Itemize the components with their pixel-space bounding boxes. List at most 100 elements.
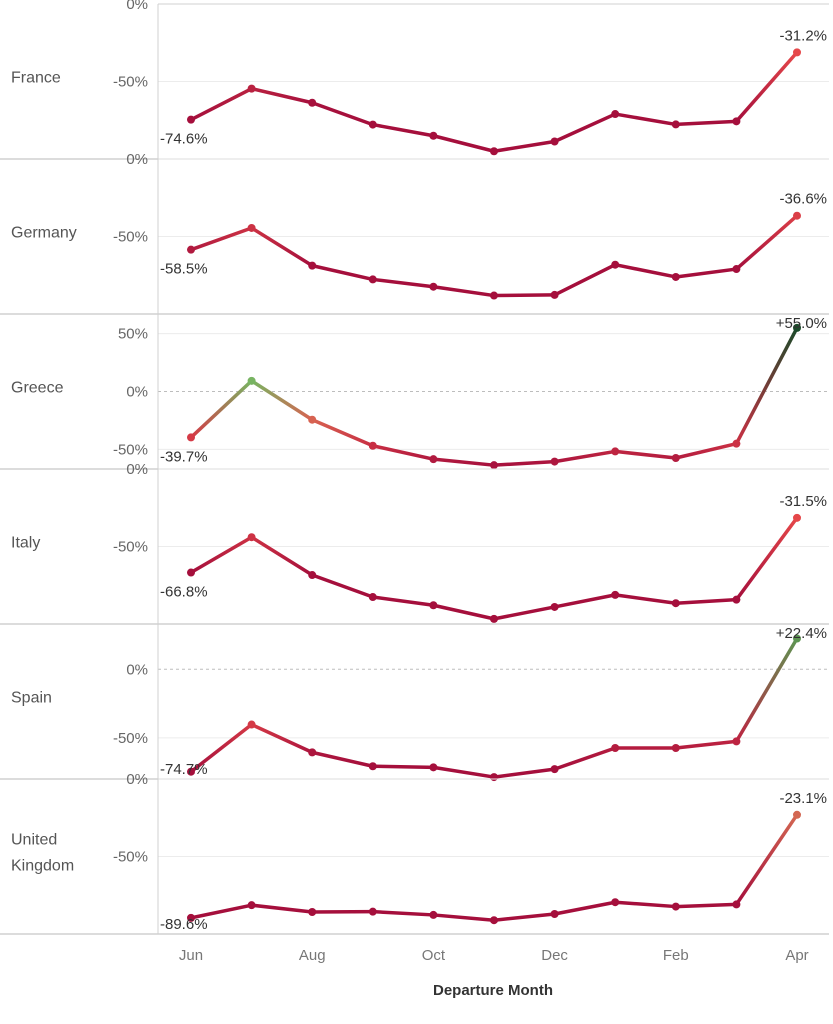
data-point (308, 907, 317, 916)
y-tick-label: 0% (126, 151, 148, 168)
series-line-segment (674, 441, 739, 460)
panel-france: 0% -50% France -74.6% -31.2% (0, 0, 829, 160)
data-point (793, 211, 801, 220)
series-line-segment (189, 903, 254, 920)
end-value-label: -23.1% (779, 790, 827, 807)
series-line-segment (734, 813, 799, 907)
data-point (429, 455, 438, 464)
series-line-segment (310, 750, 375, 768)
data-point (793, 810, 801, 819)
data-point (793, 634, 801, 643)
series-line-segment (189, 722, 254, 774)
x-tick-label: Oct (422, 947, 446, 964)
x-axis-title: Departure Month (433, 982, 553, 999)
series-line-segment (613, 112, 678, 127)
end-value-label: -36.6% (779, 191, 827, 208)
data-point (368, 120, 377, 129)
series-line-segment (371, 277, 436, 289)
series-line-segment (734, 636, 799, 744)
data-point (187, 767, 195, 776)
data-point (247, 533, 256, 542)
series-line-segment (249, 535, 314, 577)
data-point (368, 907, 377, 916)
data-point (732, 737, 741, 746)
series-line-segment (249, 226, 314, 268)
data-point (187, 115, 195, 124)
panel-germany: 0% -50% Germany -58.5% -36.6% (0, 151, 829, 315)
series-line-segment (492, 293, 557, 298)
series-line-segment (552, 449, 617, 464)
y-tick-label: 50% (118, 326, 148, 343)
y-tick-label: 0% (126, 0, 148, 13)
y-tick-label: 0% (126, 384, 148, 401)
series-line-segment (674, 902, 739, 909)
series-line-segment (431, 913, 496, 922)
data-point (490, 461, 498, 470)
series-line-segment (431, 603, 496, 621)
y-tick-label: -50% (113, 730, 148, 747)
y-tick-label: -50% (113, 539, 148, 556)
data-point (490, 773, 498, 782)
series-line-segment (674, 119, 739, 127)
series-line-segment (674, 267, 739, 279)
data-point (308, 98, 317, 107)
series-line-segment (310, 263, 375, 282)
series-line-segment (613, 449, 678, 460)
data-point (187, 245, 195, 254)
start-value-label: -39.7% (160, 448, 208, 465)
series-line-segment (613, 262, 678, 279)
series-line-segment (431, 765, 496, 779)
start-value-label: -89.6% (160, 916, 208, 933)
series-line-segment (552, 900, 617, 916)
country-label: Germany (11, 225, 77, 242)
data-point (368, 441, 377, 450)
series-line-segment (249, 86, 314, 105)
x-tick-label: Feb (663, 947, 689, 964)
country-label: Greece (11, 380, 64, 397)
data-point (308, 748, 317, 757)
series-line-segment (734, 326, 799, 446)
data-point (611, 447, 620, 456)
country-label: United (11, 832, 57, 849)
data-point (368, 275, 377, 284)
data-point (368, 762, 377, 771)
data-point (247, 376, 256, 385)
series-line-segment (431, 284, 496, 298)
series-line-segment (431, 134, 496, 153)
data-point (793, 323, 801, 332)
data-point (550, 910, 559, 919)
series-line-segment (371, 909, 436, 917)
series-line-segment (371, 444, 436, 461)
end-value-label: -31.2% (779, 27, 827, 44)
data-point (671, 120, 680, 129)
data-point (429, 763, 438, 772)
data-point (550, 457, 559, 466)
x-tick-label: Jun (179, 947, 203, 964)
series-line-segment (189, 226, 254, 252)
x-tick-label: Dec (541, 947, 568, 964)
data-point (611, 898, 620, 907)
x-tick-label: Apr (785, 947, 808, 964)
data-point (187, 433, 195, 442)
start-value-label: -66.8% (160, 584, 208, 601)
data-point (187, 913, 195, 922)
end-value-label: +22.4% (776, 625, 827, 642)
series-line-segment (189, 535, 254, 575)
panel-italy: 0% -50% Italy -66.8% -31.5% (0, 461, 829, 625)
data-point (611, 260, 620, 269)
country-label: Italy (11, 535, 40, 552)
panel-spain: 0% -50% Spain -74.7% +22.4% (0, 625, 829, 782)
panel-united-kingdom: 0% -50% United Kingdom -89.6% -23.1% (0, 771, 829, 935)
data-point (732, 117, 741, 126)
data-point (611, 744, 620, 752)
data-point (429, 910, 438, 919)
data-point (247, 720, 256, 729)
country-label: Spain (11, 690, 52, 707)
country-label: Kingdom (11, 858, 74, 875)
country-label: France (11, 70, 61, 87)
series-line-segment (492, 139, 557, 153)
data-point (611, 590, 620, 599)
data-point (671, 454, 680, 463)
